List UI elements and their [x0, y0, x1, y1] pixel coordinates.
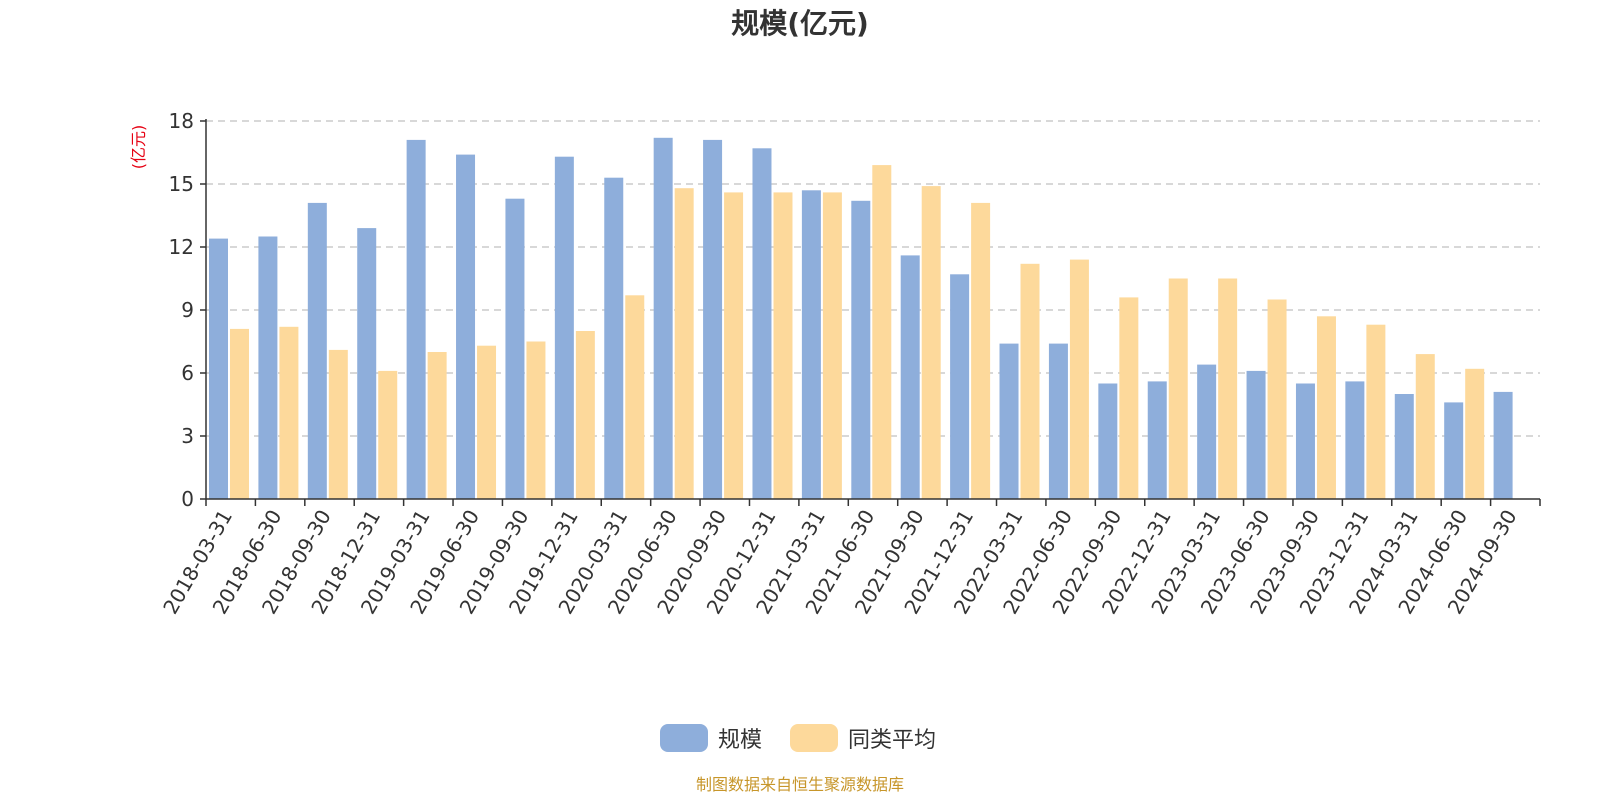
- bar-peer-average: [328, 349, 348, 499]
- bar-peer-average: [230, 328, 249, 499]
- bar-scale: [1394, 394, 1414, 499]
- bar-scale: [703, 139, 723, 499]
- bar-scale: [752, 148, 772, 500]
- bar-peer-average: [1267, 299, 1287, 499]
- bar-scale: [1444, 402, 1464, 499]
- bar-scale: [1295, 383, 1315, 499]
- y-tick-label: 9: [181, 298, 194, 322]
- bar-scale: [209, 238, 228, 499]
- legend-swatch: [790, 724, 838, 752]
- bar-peer-average: [971, 202, 991, 499]
- y-axis-unit-label: (亿元): [129, 125, 148, 170]
- bar-scale: [999, 343, 1019, 499]
- bar-peer-average: [1415, 354, 1435, 499]
- bar-scale: [505, 198, 525, 499]
- bar-peer-average: [1465, 368, 1485, 499]
- bar-peer-average: [1316, 316, 1336, 499]
- legend: 规模 同类平均: [660, 724, 936, 753]
- legend-swatch: [660, 724, 708, 752]
- legend-label: 同类平均: [848, 728, 936, 753]
- bar-scale: [258, 236, 278, 499]
- y-tick-label: 12: [169, 235, 194, 259]
- bar-peer-average: [625, 295, 645, 499]
- y-tick-label: 3: [181, 424, 194, 448]
- bar-peer-average: [1366, 324, 1386, 499]
- bar-peer-average: [921, 186, 941, 499]
- chart-title: 规模(亿元): [731, 7, 869, 40]
- bar-peer-average: [1119, 297, 1139, 499]
- bar-scale: [604, 177, 624, 499]
- bar-scale: [554, 156, 574, 499]
- bar-peer-average: [279, 326, 299, 499]
- bar-peer-average: [872, 165, 892, 499]
- bar-scale: [1493, 391, 1513, 499]
- bar-peer-average: [575, 331, 595, 499]
- y-tick-label: 6: [181, 361, 194, 385]
- bar-peer-average: [526, 341, 546, 499]
- bar-peer-average: [477, 345, 497, 499]
- bars: [209, 137, 1513, 500]
- bar-scale: [357, 228, 377, 499]
- bar-scale: [801, 190, 821, 500]
- bar-peer-average: [773, 192, 793, 499]
- bar-scale: [653, 137, 673, 500]
- bar-scale: [900, 255, 920, 499]
- bar-peer-average: [822, 192, 842, 499]
- bar-scale: [406, 139, 426, 499]
- bar-scale: [1197, 364, 1217, 499]
- bar-scale: [1147, 381, 1167, 499]
- bar-peer-average: [1069, 259, 1089, 499]
- bar-peer-average: [427, 352, 447, 499]
- bar-scale: [307, 202, 327, 499]
- bar-peer-average: [674, 188, 694, 499]
- y-tick-label: 0: [181, 487, 194, 511]
- bar-peer-average: [1168, 278, 1188, 499]
- bar-scale: [950, 274, 970, 499]
- bar-scale: [1048, 343, 1068, 499]
- bar-peer-average: [724, 192, 744, 499]
- bar-scale: [851, 200, 871, 500]
- bar-scale: [1345, 381, 1365, 499]
- data-source-note: 制图数据来自恒生聚源数据库: [696, 775, 904, 794]
- bar-scale: [456, 154, 476, 499]
- bar-peer-average: [1020, 263, 1040, 499]
- bar-scale: [1098, 383, 1118, 499]
- y-tick-label: 18: [169, 109, 194, 133]
- bar-peer-average: [1218, 278, 1238, 499]
- bar-scale: [1246, 370, 1266, 499]
- legend-label: 规模: [718, 728, 762, 753]
- y-tick-label: 15: [169, 172, 194, 196]
- bar-peer-average: [378, 370, 398, 499]
